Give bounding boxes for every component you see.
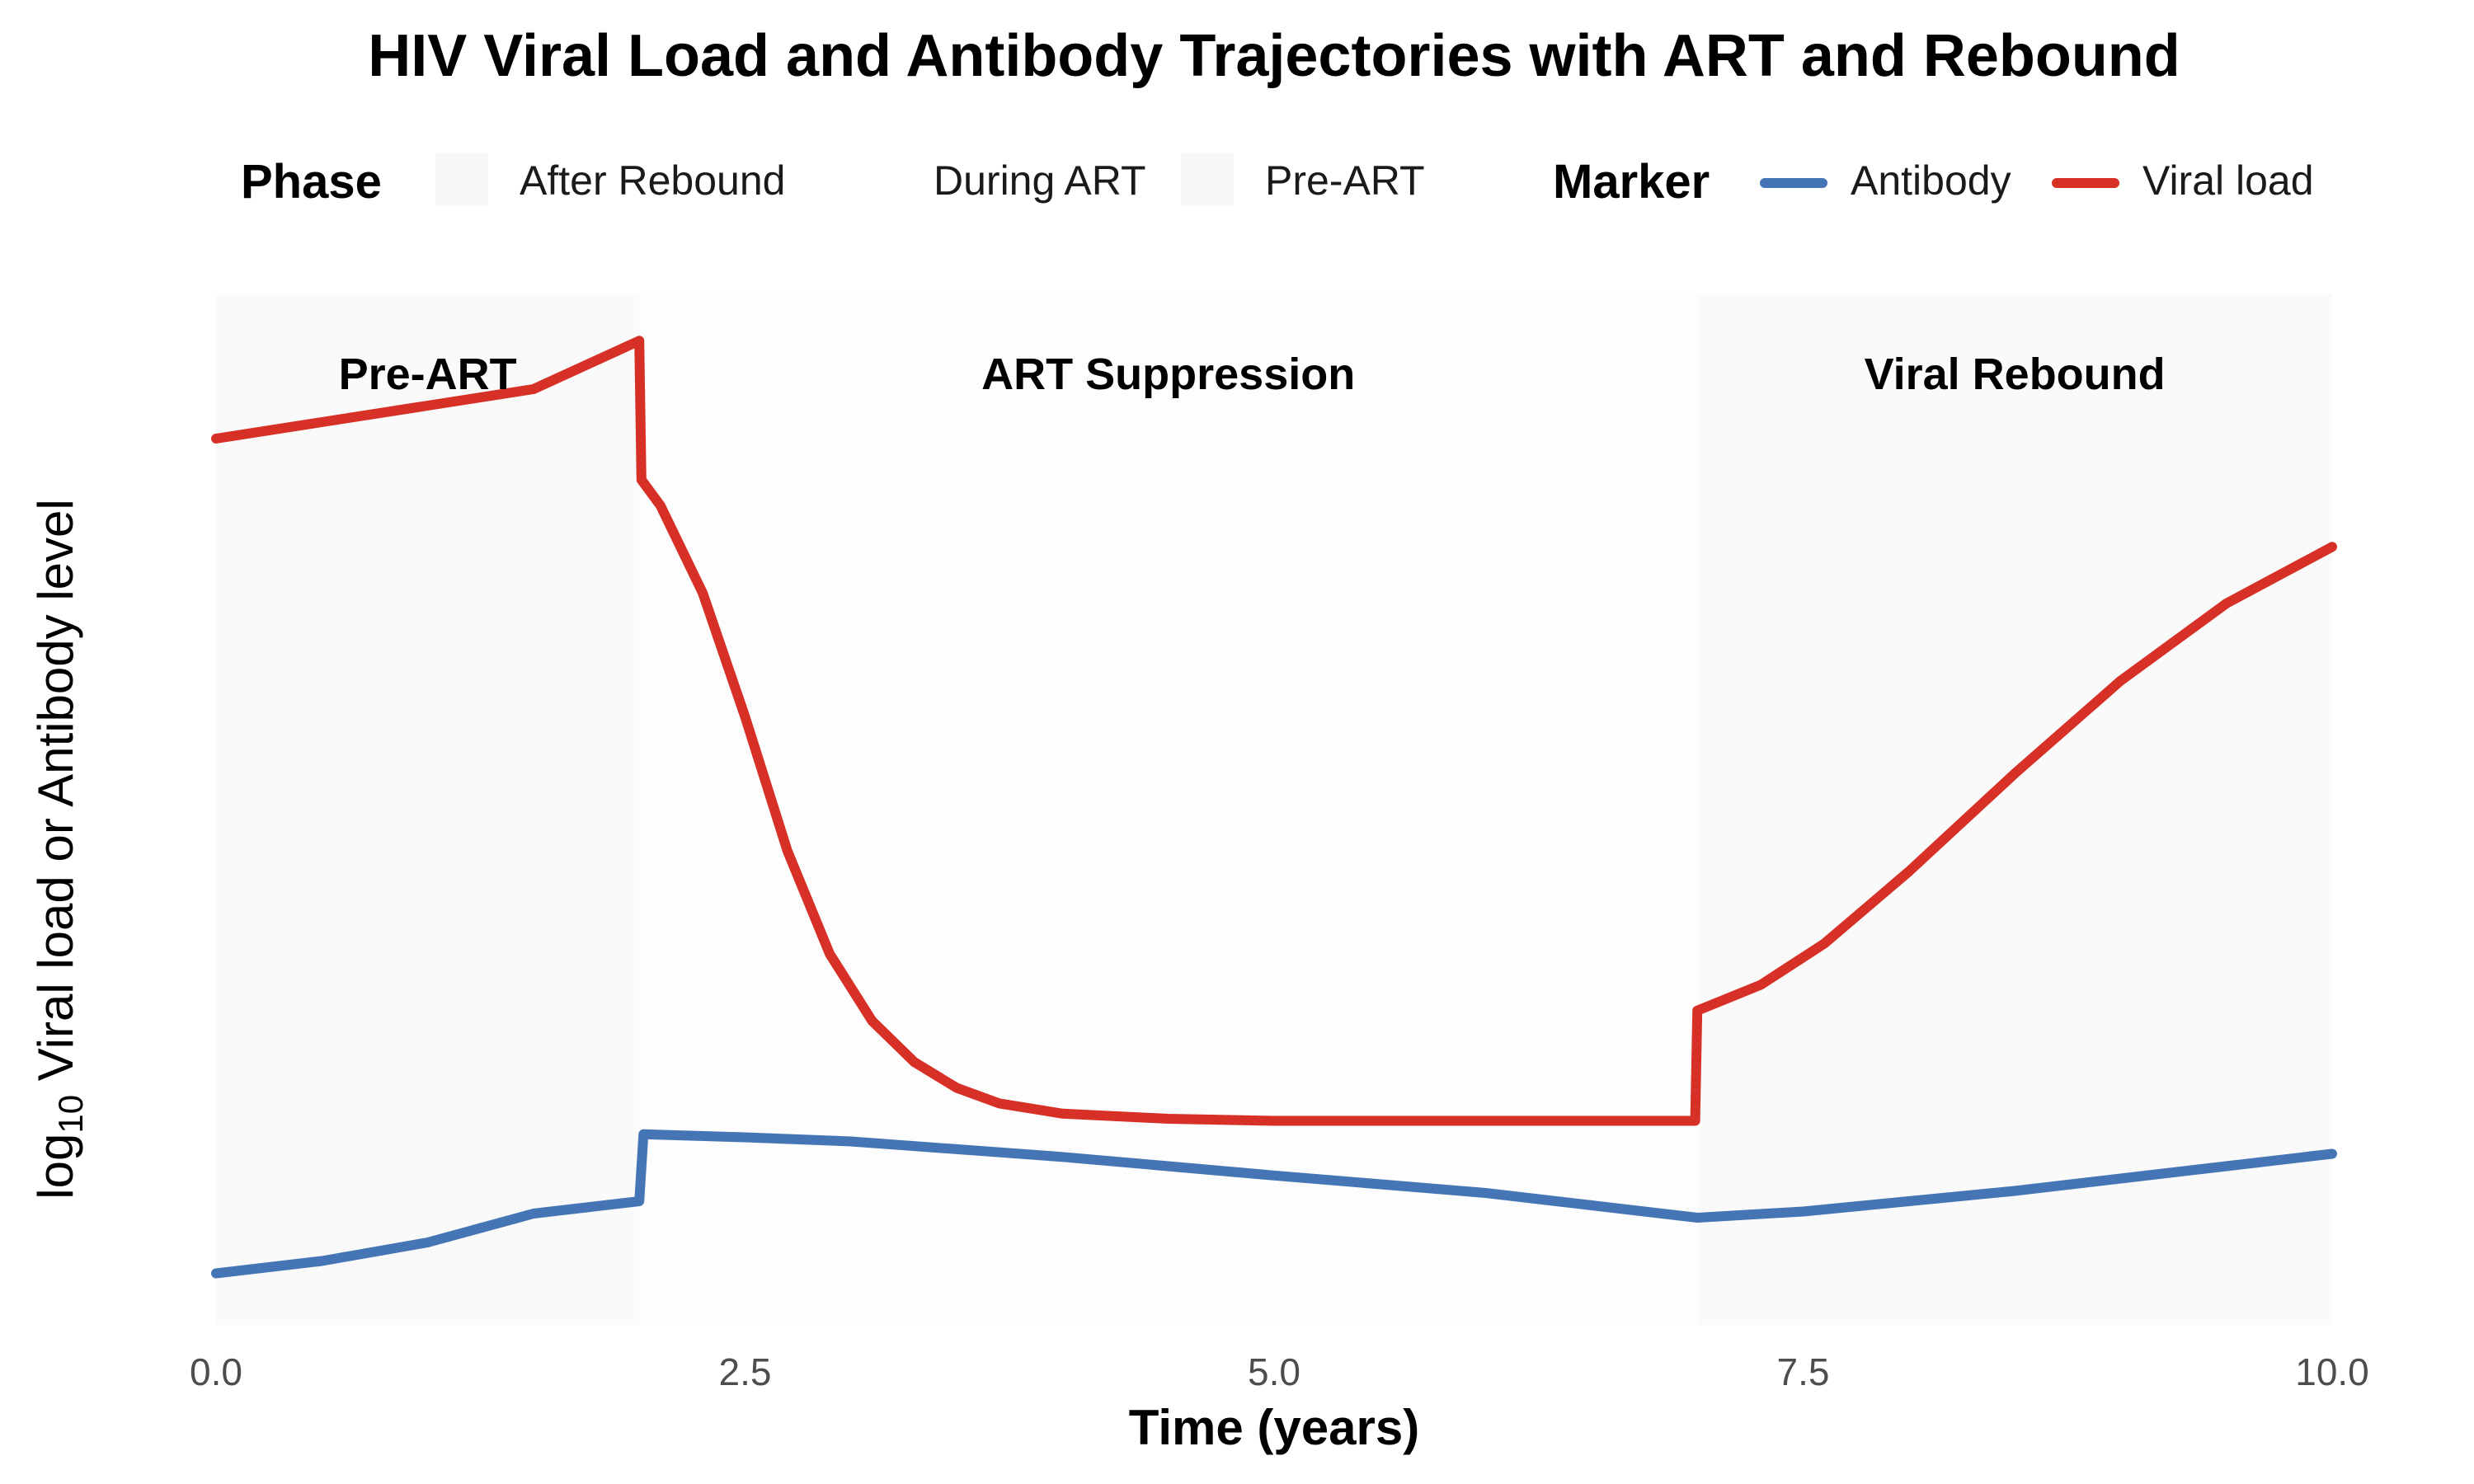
legend-phase-label: After Rebound (520, 157, 785, 204)
legend-marker-label: Viral load (2142, 157, 2314, 204)
y-axis-title: log10 Viral load or Antibody level (28, 499, 90, 1199)
y-axis-title-rest: Viral load or Antibody level (28, 499, 83, 1095)
phase-labels: Pre-ART ART Suppression Viral Rebound (339, 350, 2166, 399)
x-axis-ticks: 0.0 2.5 5.0 7.5 10.0 (190, 1350, 2369, 1393)
x-tick-label: 0.0 (190, 1350, 242, 1393)
x-tick-label: 7.5 (1777, 1350, 1830, 1393)
y-axis-title-subscript: 10 (51, 1095, 90, 1134)
phase-backgrounds (216, 294, 2332, 1325)
x-tick-label: 10.0 (2295, 1350, 2369, 1393)
x-axis-title: Time (years) (1129, 1400, 1419, 1455)
x-tick-label: 2.5 (719, 1350, 772, 1393)
phase-band-1 (639, 294, 1698, 1325)
legend-phase-label: Pre-ART (1265, 157, 1425, 204)
phase-label-1: ART Suppression (981, 350, 1355, 399)
legend-phase-key (435, 153, 488, 206)
legend-phase-key (1181, 153, 1234, 206)
series-layer (211, 336, 2337, 1279)
phase-band-0 (216, 294, 640, 1325)
series-line-antibody (211, 1129, 2337, 1279)
legend-phase-label: During ART (934, 157, 1146, 204)
y-axis-title-log: log (28, 1134, 83, 1200)
legend-marker-label: Antibody (1851, 157, 2011, 204)
legend: Phase After Rebound During ART Pre-ART Marke… (241, 153, 2314, 209)
legend-phase-title: Phase (241, 155, 382, 209)
phase-label-2: Viral Rebound (1865, 350, 2166, 399)
phase-band-2 (1697, 294, 2332, 1325)
series-line-viral-load (211, 336, 2337, 1126)
legend-phase-key (849, 153, 902, 206)
phase-label-0: Pre-ART (339, 350, 517, 399)
legend-marker-title: Marker (1553, 155, 1710, 209)
x-tick-label: 5.0 (1248, 1350, 1300, 1393)
chart-title: HIV Viral Load and Antibody Trajectories… (368, 23, 2180, 89)
